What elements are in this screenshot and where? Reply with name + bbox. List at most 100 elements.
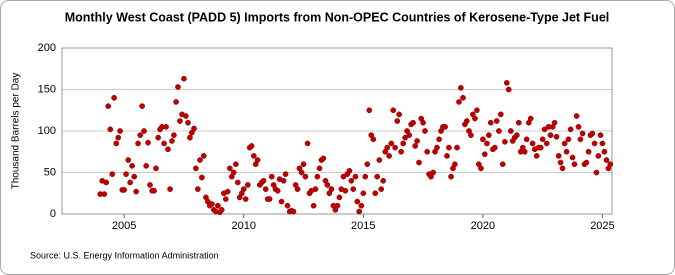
point (121, 187, 128, 193)
point (521, 148, 528, 155)
point (262, 186, 269, 192)
point (484, 140, 490, 147)
point (250, 153, 257, 159)
point (268, 173, 275, 180)
point (284, 202, 291, 209)
point (171, 132, 177, 138)
point (334, 202, 341, 209)
point (147, 182, 153, 188)
point (529, 140, 536, 147)
point (378, 186, 385, 192)
point (175, 84, 181, 90)
point (109, 171, 116, 178)
point (209, 201, 215, 207)
x-tick-label: 2025 (590, 220, 614, 232)
point (194, 186, 201, 192)
point (386, 153, 392, 159)
point (472, 115, 478, 122)
point (191, 125, 197, 132)
x-tick-label: 2005 (112, 220, 136, 232)
point (356, 208, 363, 215)
point (394, 118, 401, 124)
point (254, 157, 261, 163)
point (165, 146, 171, 153)
point (227, 165, 233, 172)
point (575, 124, 582, 130)
point (294, 186, 301, 192)
point (173, 99, 179, 105)
point (434, 144, 440, 151)
point (595, 153, 602, 159)
point (316, 165, 323, 172)
point (127, 179, 134, 186)
point (416, 159, 422, 166)
point (480, 136, 486, 143)
point (583, 159, 590, 166)
point (141, 128, 147, 134)
point (169, 138, 175, 144)
point (187, 134, 193, 141)
point (555, 153, 562, 159)
point (499, 161, 506, 168)
point (139, 103, 145, 109)
x-tick-label: 2010 (231, 220, 255, 232)
point (324, 182, 331, 188)
point (185, 119, 191, 126)
point (199, 174, 205, 181)
point (274, 187, 281, 194)
point (474, 107, 480, 114)
point (579, 130, 586, 137)
point (177, 118, 183, 124)
point (541, 126, 548, 133)
point (310, 202, 317, 209)
point (314, 173, 321, 180)
point (410, 119, 416, 126)
point (436, 136, 442, 143)
point (446, 144, 452, 151)
point (167, 186, 173, 192)
point (398, 148, 404, 155)
point (232, 161, 239, 168)
chart-title: Monthly West Coast (PADD 5) Imports from… (65, 10, 610, 24)
point (485, 132, 492, 138)
point (515, 119, 522, 126)
point (260, 177, 267, 184)
point (200, 153, 207, 159)
point (390, 107, 397, 114)
point (388, 140, 395, 147)
point (442, 124, 448, 130)
point (181, 75, 187, 82)
point (585, 148, 592, 155)
point (350, 186, 357, 192)
point (117, 128, 123, 134)
point (300, 161, 307, 168)
point (523, 136, 530, 143)
y-tick-label: 0 (50, 208, 56, 220)
point (248, 143, 255, 149)
point (320, 155, 327, 162)
x-tick-label: 2015 (351, 220, 375, 232)
point (346, 167, 353, 174)
point (593, 169, 600, 176)
point (603, 157, 610, 163)
point (244, 182, 251, 188)
point (502, 138, 508, 145)
point (607, 161, 614, 168)
point (565, 136, 572, 143)
point (402, 134, 409, 141)
point (463, 118, 470, 124)
point (493, 118, 500, 124)
point (222, 196, 229, 202)
point (352, 173, 359, 180)
point (563, 148, 570, 155)
point (599, 140, 606, 147)
point (505, 86, 512, 93)
y-axis-label: Thousand Barrels per Day (11, 73, 22, 190)
y-tick-label: 100 (38, 125, 56, 137)
point (113, 140, 120, 147)
point (342, 187, 349, 194)
point (302, 173, 309, 180)
point (183, 113, 189, 119)
